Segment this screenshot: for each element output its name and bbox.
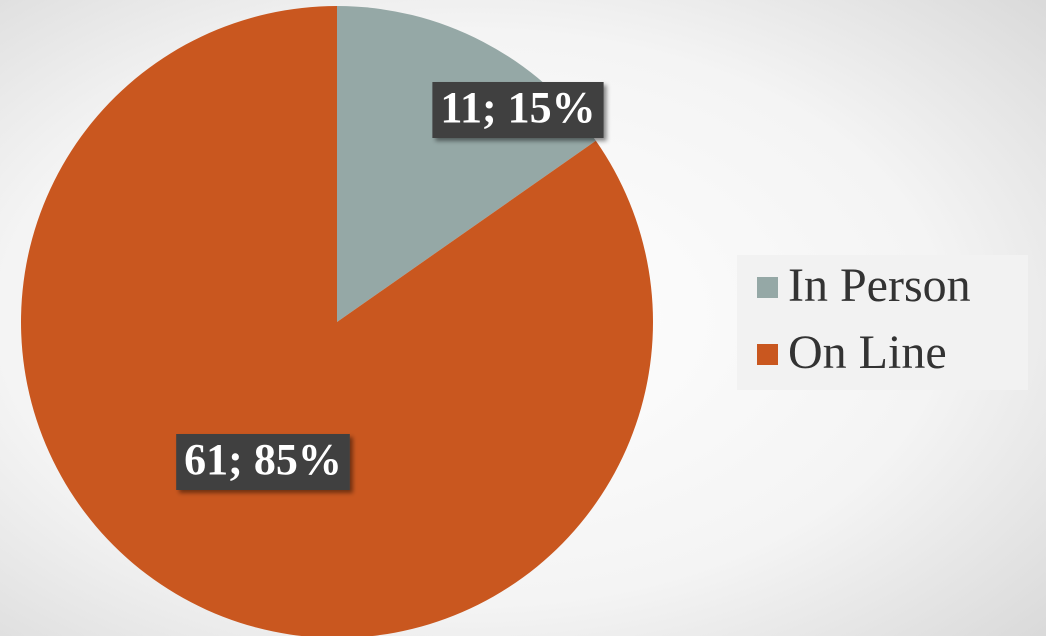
data-label-text: 61; 85% <box>184 435 342 484</box>
legend-label: In Person <box>788 259 971 312</box>
data-label: 11; 15% <box>432 82 604 138</box>
data-label-box <box>432 82 604 138</box>
data-label-box <box>176 434 350 490</box>
legend-label: On Line <box>788 326 947 379</box>
legend-swatch <box>757 344 778 365</box>
data-label-text: 11; 15% <box>440 83 595 132</box>
data-label: 61; 85% <box>176 434 350 490</box>
legend-swatch <box>757 277 778 298</box>
legend-box <box>737 255 1028 390</box>
